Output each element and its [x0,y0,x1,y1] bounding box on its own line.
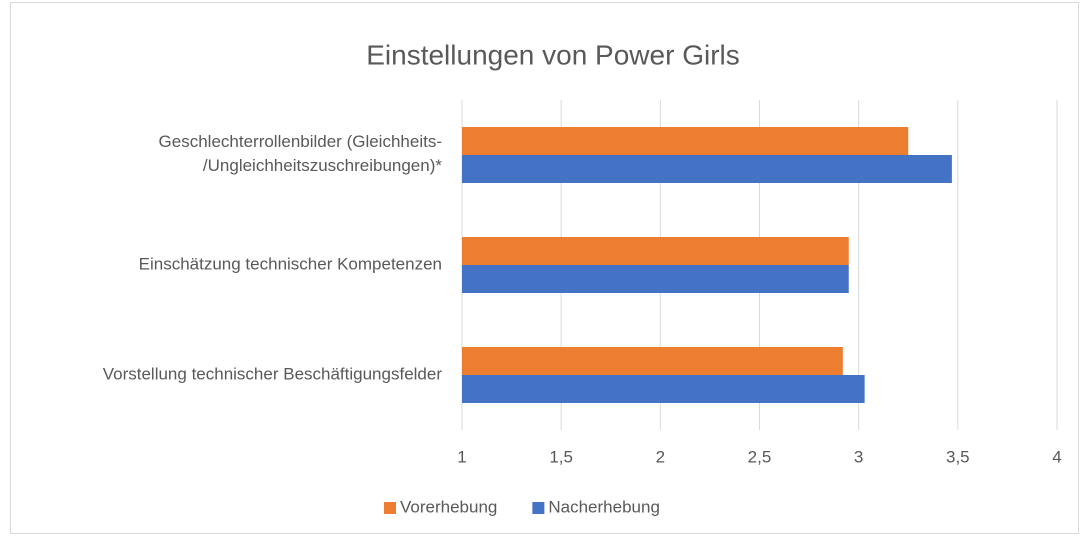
bar [462,155,952,183]
bar [462,265,849,293]
x-tick-label: 2,5 [748,447,772,466]
bar [462,127,909,155]
y-tick-label: Einschätzung technischer Kompetenzen [139,254,442,273]
x-tick-label: 2 [656,447,665,466]
bar [462,347,843,375]
bar [462,237,849,265]
y-tick-label: Geschlechterrollenbilder (Gleichheits-/U… [159,132,443,175]
chart-title: Einstellungen von Power Girls [366,39,740,70]
x-tick-label: 3 [854,447,863,466]
legend-swatch [384,502,396,514]
x-tick-label: 1 [457,447,466,466]
y-tick-label: Vorstellung technischer Beschäftigungsfe… [103,364,443,383]
legend-label: Vorerhebung [400,497,497,516]
legend-label: Nacherhebung [548,497,660,516]
legend-swatch [532,502,545,514]
x-tick-label: 4 [1052,447,1061,466]
x-tick-label: 1,5 [549,447,573,466]
x-tick-label: 3,5 [946,447,970,466]
bar [462,375,865,403]
